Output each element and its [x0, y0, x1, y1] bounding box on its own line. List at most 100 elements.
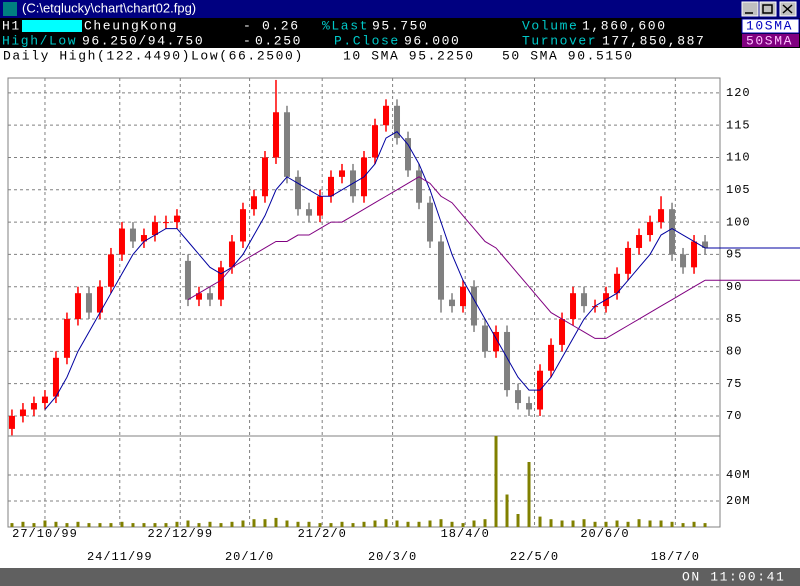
- volume-bar: [10, 523, 14, 527]
- y-tick-label: 120: [726, 86, 751, 100]
- volume-bar: [142, 523, 146, 527]
- volume-bar: [450, 521, 454, 527]
- candle-body: [118, 228, 125, 255]
- volume-bar: [373, 520, 377, 527]
- candle-body: [107, 254, 114, 287]
- title-bar: [0, 0, 800, 18]
- ma1-legend: 10SMA: [746, 18, 793, 33]
- volume-bar: [43, 520, 47, 527]
- volume-bar: [626, 521, 630, 527]
- candle-body: [30, 403, 37, 410]
- candle-body: [636, 235, 643, 248]
- candle-body: [427, 202, 434, 242]
- y-tick-label: 115: [726, 118, 751, 132]
- sign: -: [243, 18, 252, 33]
- volume-bar: [285, 520, 289, 527]
- ma2-box: [742, 34, 799, 47]
- volume-bar: [263, 519, 267, 527]
- candle-body: [658, 209, 665, 223]
- volume-bar: [637, 519, 641, 527]
- candle-body: [405, 138, 412, 171]
- candle-body: [239, 209, 246, 242]
- candle-body: [96, 286, 103, 313]
- moving-average: [187, 176, 706, 339]
- volume-bar: [175, 521, 179, 527]
- volume-tick-label: 40M: [726, 468, 751, 482]
- pclose: 96.000: [404, 33, 460, 48]
- pclose-label: P.Close: [334, 33, 400, 48]
- y-tick-label: 85: [726, 312, 742, 326]
- volume-bar: [362, 521, 366, 527]
- volume-bar: [274, 517, 278, 527]
- volume-bar: [164, 523, 168, 527]
- turnover: 177,850,887: [602, 33, 705, 48]
- last: 95.750: [372, 18, 428, 33]
- quote-panel: [0, 18, 800, 48]
- x-tick-label: 20/6/0: [580, 527, 629, 541]
- candle-body: [8, 415, 15, 429]
- candle-body: [85, 293, 92, 313]
- volume-bar: [428, 520, 432, 527]
- candle-body: [316, 196, 323, 216]
- minimize[interactable]: [741, 1, 759, 17]
- x-tick-label: 24/11/99: [87, 550, 153, 564]
- volume-bar: [230, 521, 234, 527]
- volume-bar: [351, 523, 355, 527]
- stock-name: CheungKong: [84, 18, 178, 33]
- volume-bar: [219, 523, 223, 527]
- volume-bar: [384, 519, 388, 527]
- x-tick-label: 20/1/0: [225, 550, 274, 564]
- turnover-label: Turnover: [522, 33, 597, 48]
- ma1-box: [741, 18, 800, 34]
- window-controls[interactable]: [741, 1, 797, 17]
- volume-bar: [681, 523, 685, 527]
- status-bar: [0, 568, 800, 586]
- y-tick-label: 95: [726, 248, 742, 262]
- volume-bar: [527, 462, 531, 527]
- volume-bar: [329, 523, 333, 527]
- candle-body: [74, 293, 81, 320]
- volume-bar: [109, 523, 113, 527]
- volume-bar: [604, 521, 608, 527]
- candle-body: [460, 286, 467, 307]
- candle-body: [504, 331, 511, 391]
- volume-bar: [87, 523, 91, 527]
- code-box: [22, 20, 82, 32]
- candle-body: [493, 331, 500, 352]
- volume-bar: [296, 521, 300, 527]
- candle-body: [515, 390, 522, 404]
- x-tick-label: 18/4/0: [441, 527, 490, 541]
- candle-body: [625, 247, 632, 274]
- candle-body: [261, 157, 268, 197]
- volume-bar: [461, 523, 465, 527]
- candle-body: [294, 176, 301, 210]
- status-time: ON 11:00:41: [682, 569, 785, 584]
- volume-bar: [417, 521, 421, 527]
- volume-bar: [252, 519, 256, 527]
- volume-bar: [582, 519, 586, 527]
- y-tick-label: 75: [726, 377, 742, 391]
- volume-bar: [538, 516, 542, 527]
- candle-body: [449, 299, 456, 307]
- hl-label: High/Low: [2, 33, 77, 48]
- candle-body: [416, 170, 423, 203]
- volume-bar: [21, 521, 25, 527]
- candle-body: [526, 403, 533, 410]
- volume-bar: [153, 523, 157, 527]
- ma2-info: 50 SMA 90.5150: [502, 48, 634, 63]
- volume-bar: [472, 520, 476, 527]
- volume-bar: [340, 521, 344, 527]
- candle-body: [217, 267, 224, 300]
- candle-body: [327, 176, 334, 197]
- candle-body: [372, 125, 379, 158]
- candle-body: [52, 357, 59, 397]
- volume-bar: [131, 523, 135, 527]
- ma2-legend: 50SMA: [746, 33, 793, 48]
- volume-bar: [483, 519, 487, 527]
- volume-tick-label: 20M: [726, 494, 751, 508]
- candle-body: [438, 241, 445, 300]
- x-tick-label: 22/12/99: [147, 527, 213, 541]
- app-icon: [3, 2, 17, 16]
- last-label: %Last: [322, 18, 369, 33]
